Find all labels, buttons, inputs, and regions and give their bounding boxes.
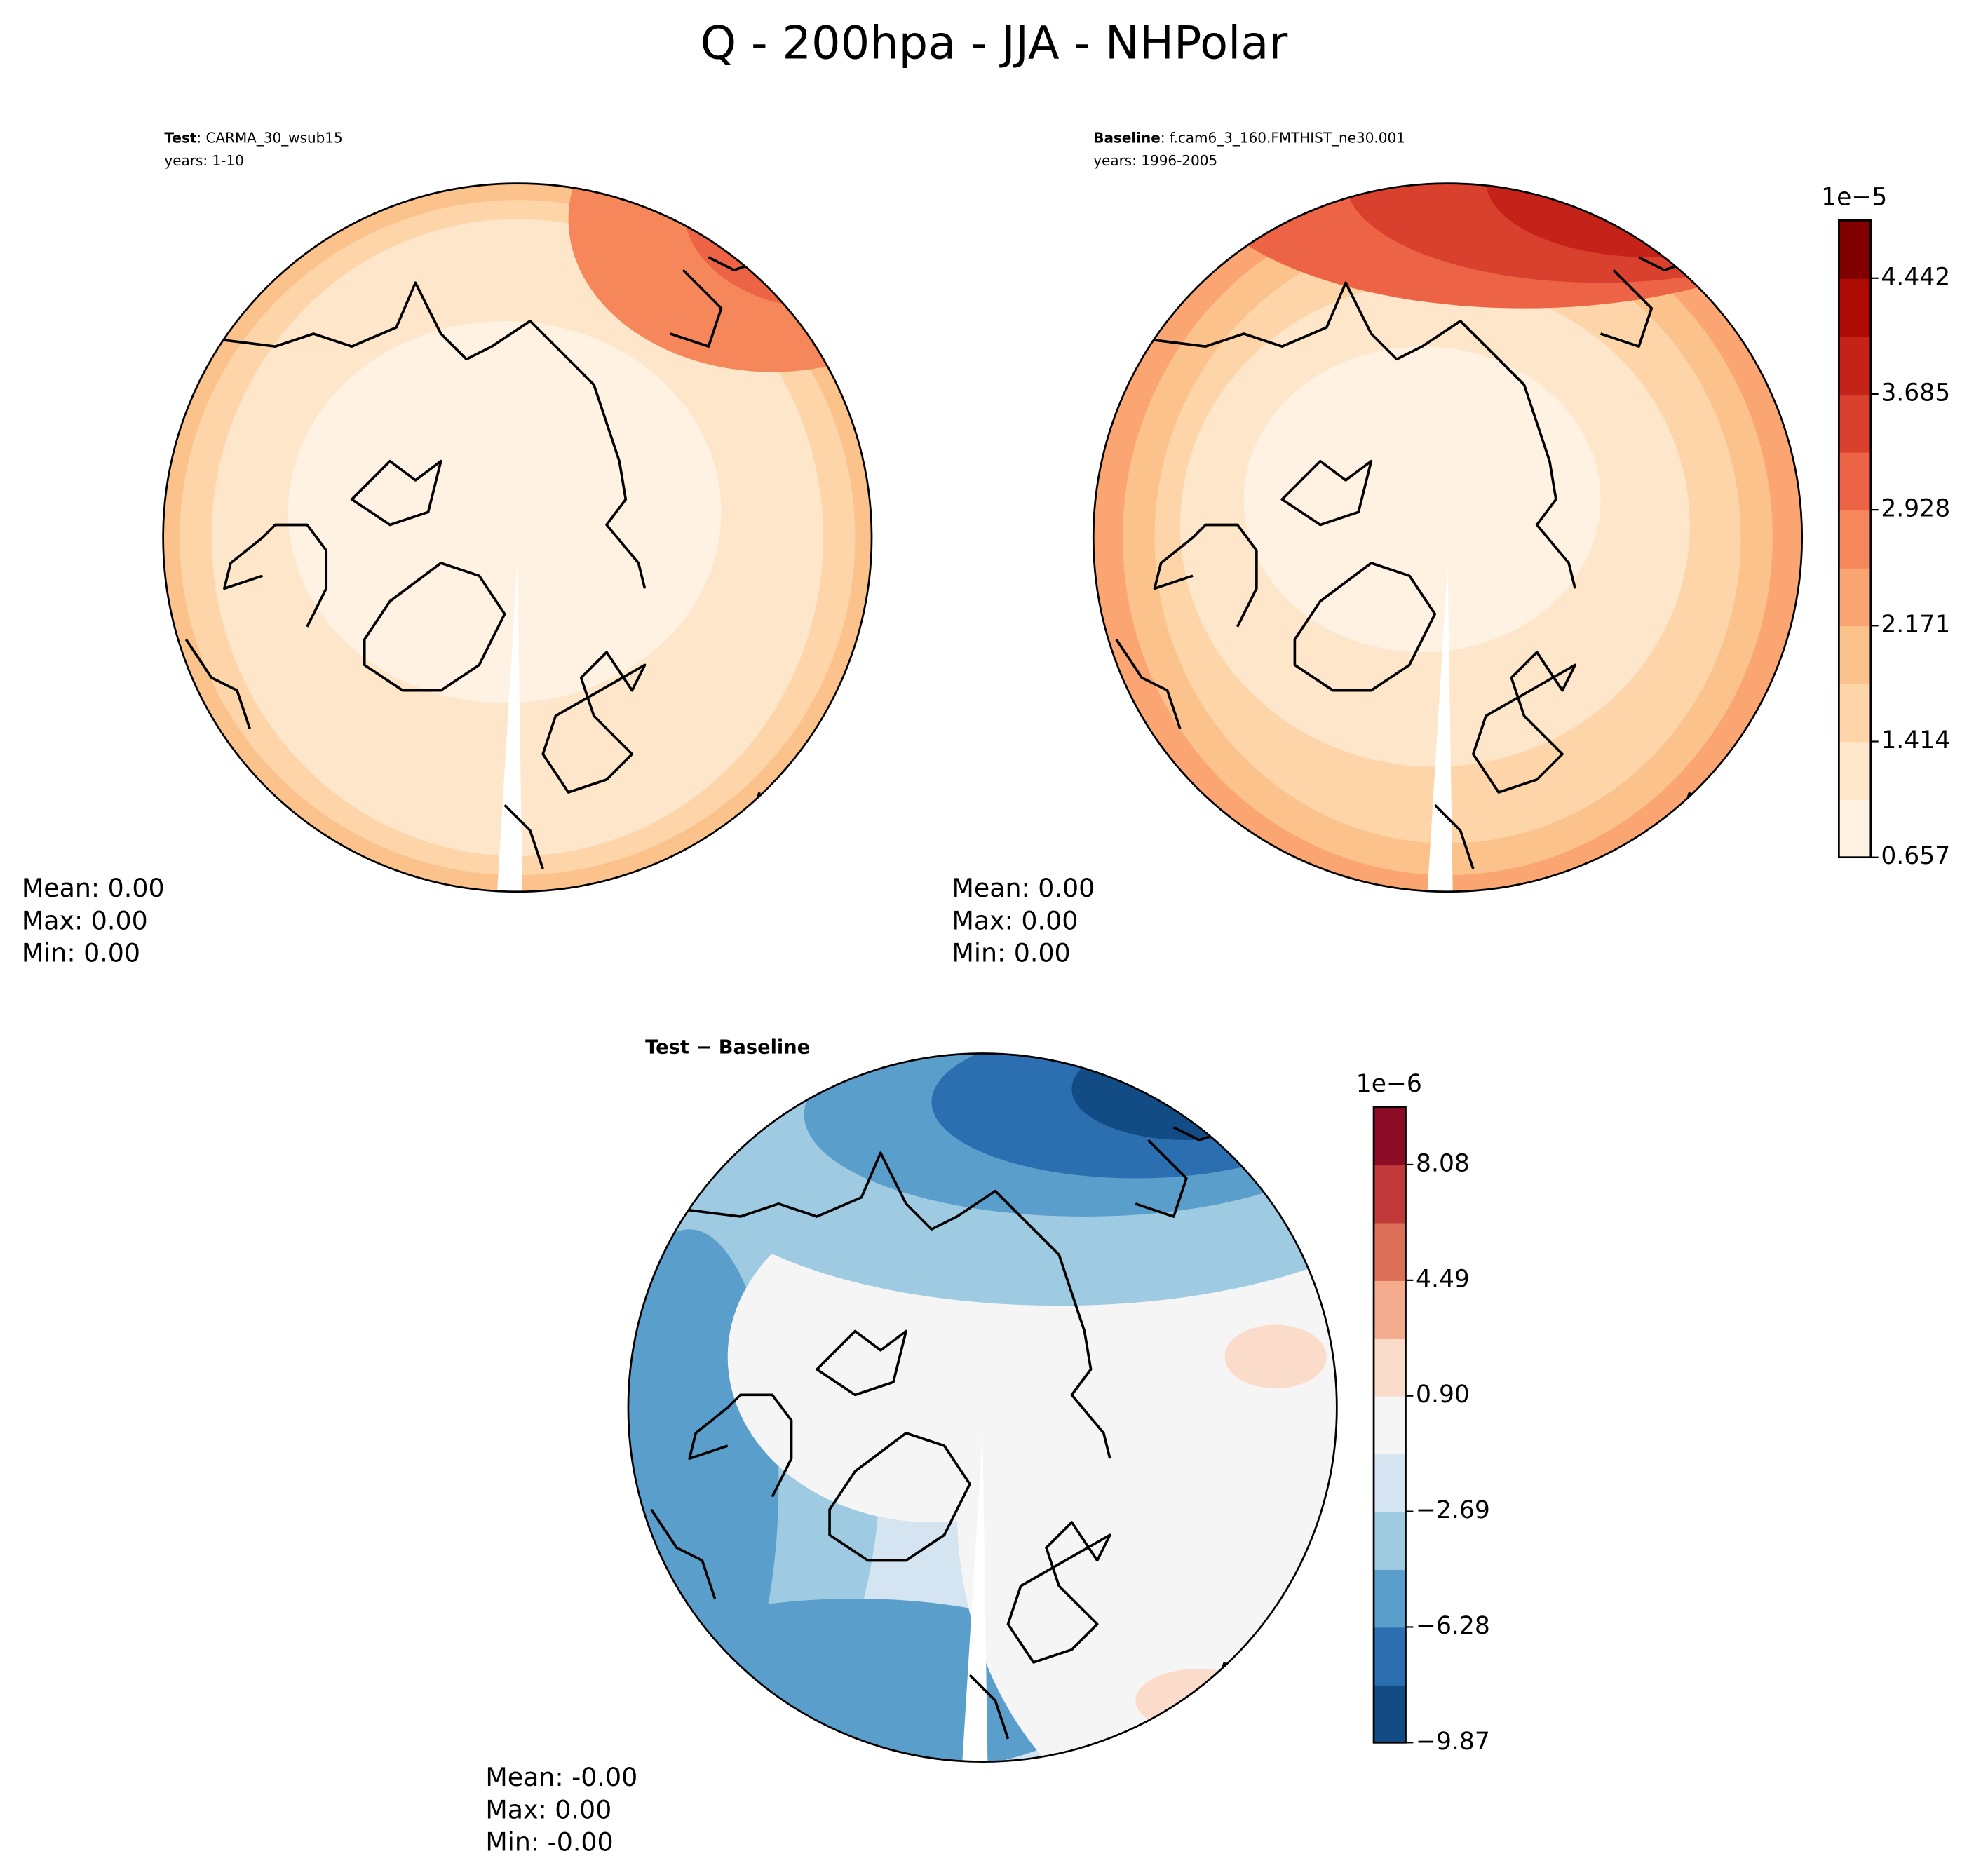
colorbar-band [1839,394,1871,453]
missing-wedge [962,1432,988,1762]
colorbar-band [1374,1338,1406,1397]
missing-wedge [496,563,523,892]
contour-band [1613,183,1766,201]
stat-line: Max: 0.00 [952,905,1078,935]
missing-wedge [1427,563,1453,892]
colorbar-tick-label: 0.90 [1416,1381,1470,1409]
colorbar-band [1839,452,1871,511]
map [163,183,872,892]
colorbar-band [1374,1395,1406,1455]
colorbar-exponent: 1e−6 [1356,1070,1422,1098]
panel-subtitle: Baseline: f.cam6_3_160.FMTHIST_ne30.001 [1093,129,1405,146]
colorbar-tick-label: −2.69 [1416,1496,1490,1524]
contour-band [683,183,872,309]
colorbar-band [1839,220,1871,279]
panel-subtitle: Test: CARMA_30_wsub15 [164,129,342,146]
colorbar-band [1839,625,1871,684]
colorbar-band [1374,1684,1406,1744]
colorbar-tick-label: −9.87 [1416,1728,1490,1756]
contour-band [288,320,722,703]
stat-line: Mean: 0.00 [952,873,1095,903]
case-label: Baseline [1093,129,1161,146]
contour-band [1588,183,1792,226]
contour-band [1485,183,1802,257]
panel-years: years: 1-10 [164,152,243,169]
contour-band [568,183,872,372]
stat-line: Mean: 0.00 [22,873,165,903]
contour-band [1071,1053,1301,1140]
colorbar-band [1374,1627,1406,1686]
contour-band [759,183,872,257]
colorbar-band [1374,1106,1406,1166]
contour-band [1135,1668,1263,1733]
figure-title: Q - 200hpa - JJA - NHPolar [701,16,1288,69]
colorbar-band [1839,567,1871,627]
case-name: : CARMA_30_wsub15 [196,129,342,146]
colorbar-exponent: 1e−5 [1821,184,1887,212]
map-boundary [162,182,873,893]
stat-line: Max: 0.00 [485,1794,611,1824]
colorbar-band [1374,1165,1406,1224]
colorbar-frame [1372,1106,1407,1744]
colorbar-band [1839,683,1871,743]
contour-band [1243,346,1601,653]
case-label: Test [164,129,196,146]
colorbar-band [1839,278,1871,337]
map-boundary [1092,182,1804,893]
panel-years: years: 1996-2005 [1093,152,1217,169]
colorbar-band [1374,1222,1406,1281]
stat-line: Min: 0.00 [952,938,1071,968]
colorbar-tick-label: 2.928 [1881,495,1950,523]
stat-line: Min: 0.00 [22,938,140,968]
colorbar-tick-label: 8.08 [1416,1149,1470,1177]
colorbar-band [1374,1511,1406,1570]
contour-band [1224,1324,1327,1389]
panel-title: Test − Baseline [645,1036,810,1058]
colorbar-band [1839,799,1871,858]
colorbar-tick-label: 1.414 [1881,726,1950,754]
colorbar-tick-label: 4.442 [1881,263,1950,291]
stat-line: Max: 0.00 [22,905,148,935]
stat-line: Min: -0.00 [485,1827,613,1857]
colorbar-tick-label: −6.28 [1416,1612,1490,1640]
colorbar-frame [1838,219,1872,859]
colorbar-band [1374,1454,1406,1512]
colorbar-tick-label: 0.657 [1881,842,1950,870]
colorbar-band [1839,510,1871,569]
case-name: : f.cam6_3_160.FMTHIST_ne30.001 [1161,129,1405,146]
stat-line: Mean: -0.00 [485,1762,637,1792]
map [628,1053,1337,1762]
colorbar-tick-label: 4.49 [1416,1265,1470,1293]
colorbar-band [1839,336,1871,395]
map-boundary [627,1052,1338,1763]
map [1093,183,1802,892]
colorbar-tick-label: 2.171 [1881,611,1950,639]
colorbar-band [1374,1280,1406,1339]
colorbar-band [1374,1569,1406,1628]
colorbar-tick-label: 3.685 [1881,379,1950,407]
colorbar-band [1839,741,1871,801]
